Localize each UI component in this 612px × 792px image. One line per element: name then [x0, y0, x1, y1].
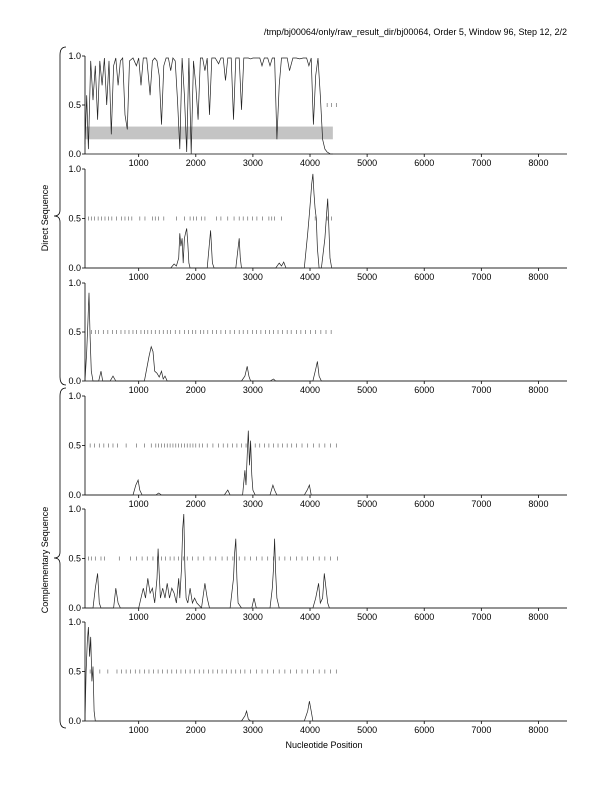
series-line: [85, 430, 567, 496]
plot-area: 0.0 0.5 1.0 1000 2000 3000 4000 5000 6000 7000 800…: [68, 51, 567, 735]
x-tick-label: 8000: [528, 725, 548, 735]
y-tick-label: 0.0: [68, 490, 81, 500]
x-tick-label: 1000: [129, 385, 149, 395]
x-tick-label: 7000: [471, 499, 491, 509]
x-tick-label: 8000: [528, 158, 548, 168]
x-tick-label: 2000: [186, 612, 206, 622]
x-tick-label: 4000: [300, 499, 320, 509]
x-tick-label: 4000: [300, 272, 320, 282]
x-tick-label: 3000: [243, 385, 263, 395]
y-tick-label: 0.5: [68, 214, 81, 224]
x-tick-label: 2000: [186, 272, 206, 282]
y-tick-label: 1.0: [68, 391, 81, 401]
complementary-sequence-label: Complementary Sequence: [40, 507, 50, 614]
panel-direct-1: 0.0 0.5 1.0 1000 2000 3000 4000 5000 6000 7000 800…: [68, 51, 567, 168]
series-line: [85, 513, 567, 609]
x-tick-label: 6000: [414, 499, 434, 509]
x-tick-label: 4000: [300, 612, 320, 622]
series-line: [84, 626, 567, 722]
x-tick-label: 3000: [243, 499, 263, 509]
x-tick-label: 2000: [186, 499, 206, 509]
x-tick-label: 6000: [414, 725, 434, 735]
x-tick-label: 1000: [129, 499, 149, 509]
x-tick-label: 6000: [414, 158, 434, 168]
series-line: [84, 57, 333, 155]
series-line: [84, 292, 567, 382]
panel-comp-1: 0.0 0.5 1.0 1000 2000 3000 4000 5000 6000 7000 800…: [68, 391, 567, 509]
y-tick-label: 0.0: [68, 603, 81, 613]
x-tick-label: 7000: [471, 158, 491, 168]
panel-comp-2: 0.0 0.5 1.0 1000 2000 3000 4000 5000 6000 7000 800…: [68, 504, 567, 622]
x-axis-label: Nucleotide Position: [285, 740, 362, 750]
x-tick-label: 2000: [186, 725, 206, 735]
y-tick-label: 0.0: [68, 263, 81, 273]
x-tick-label: 5000: [357, 725, 377, 735]
x-tick-label: 2000: [186, 158, 206, 168]
x-tick-label: 6000: [414, 272, 434, 282]
x-tick-label: 1000: [129, 272, 149, 282]
x-tick-label: 3000: [243, 272, 263, 282]
x-tick-label: 3000: [243, 725, 263, 735]
x-tick-label: 7000: [471, 272, 491, 282]
y-tick-label: 1.0: [68, 164, 81, 174]
direct-sequence-label: Direct Sequence: [40, 185, 50, 252]
y-tick-label: 1.0: [68, 278, 81, 288]
y-tick-label: 0.5: [68, 554, 81, 564]
group-brackets: [53, 46, 67, 729]
y-tick-label: 0.0: [68, 716, 81, 726]
x-tick-label: 8000: [528, 499, 548, 509]
x-tick-label: 1000: [129, 612, 149, 622]
x-tick-label: 5000: [357, 499, 377, 509]
x-tick-label: 8000: [528, 385, 548, 395]
x-tick-label: 2000: [186, 385, 206, 395]
y-tick-label: 0.5: [68, 327, 81, 337]
x-tick-label: 8000: [528, 612, 548, 622]
y-tick-label: 0.5: [68, 441, 81, 451]
y-tick-label: 0.0: [68, 376, 81, 386]
y-tick-label: 1.0: [68, 617, 81, 627]
x-tick-label: 8000: [528, 272, 548, 282]
y-tick-label: 0.5: [68, 100, 81, 110]
y-tick-label: 1.0: [68, 51, 81, 61]
x-tick-label: 4000: [300, 725, 320, 735]
y-tick-label: 0.5: [68, 667, 81, 677]
panel-direct-2: 0.0 0.5 1.0 1000 2000 3000 4000 5000 6000 7000 800…: [68, 164, 567, 282]
x-tick-label: 6000: [414, 612, 434, 622]
series-line: [85, 173, 567, 269]
direct-sequence-bracket: [53, 46, 67, 386]
complementary-sequence-bracket: [53, 387, 67, 729]
x-tick-label: 7000: [471, 725, 491, 735]
threshold-band: [85, 126, 333, 140]
x-tick-label: 1000: [129, 158, 149, 168]
y-tick-label: 1.0: [68, 504, 81, 514]
x-tick-label: 1000: [129, 725, 149, 735]
x-tick-label: 4000: [300, 158, 320, 168]
panel-direct-3: 0.0 0.5 1.0 1000 2000 3000 4000 5000 6000 7000 800…: [68, 278, 567, 395]
y-tick-label: 0.0: [68, 149, 81, 159]
x-tick-label: 5000: [357, 272, 377, 282]
x-tick-label: 4000: [300, 385, 320, 395]
panel-comp-3: 0.0 0.5 1.0 1000 2000 3000 4000 5000 6000 7000 800…: [68, 617, 567, 735]
x-tick-label: 3000: [243, 158, 263, 168]
x-tick-label: 7000: [471, 612, 491, 622]
x-tick-label: 5000: [357, 385, 377, 395]
x-tick-label: 6000: [414, 385, 434, 395]
plot-header-path: /tmp/bj00064/only/raw_result_dir/bj00064…: [264, 27, 567, 37]
x-tick-label: 5000: [357, 612, 377, 622]
x-tick-label: 5000: [357, 158, 377, 168]
x-tick-label: 7000: [471, 385, 491, 395]
x-tick-label: 3000: [243, 612, 263, 622]
